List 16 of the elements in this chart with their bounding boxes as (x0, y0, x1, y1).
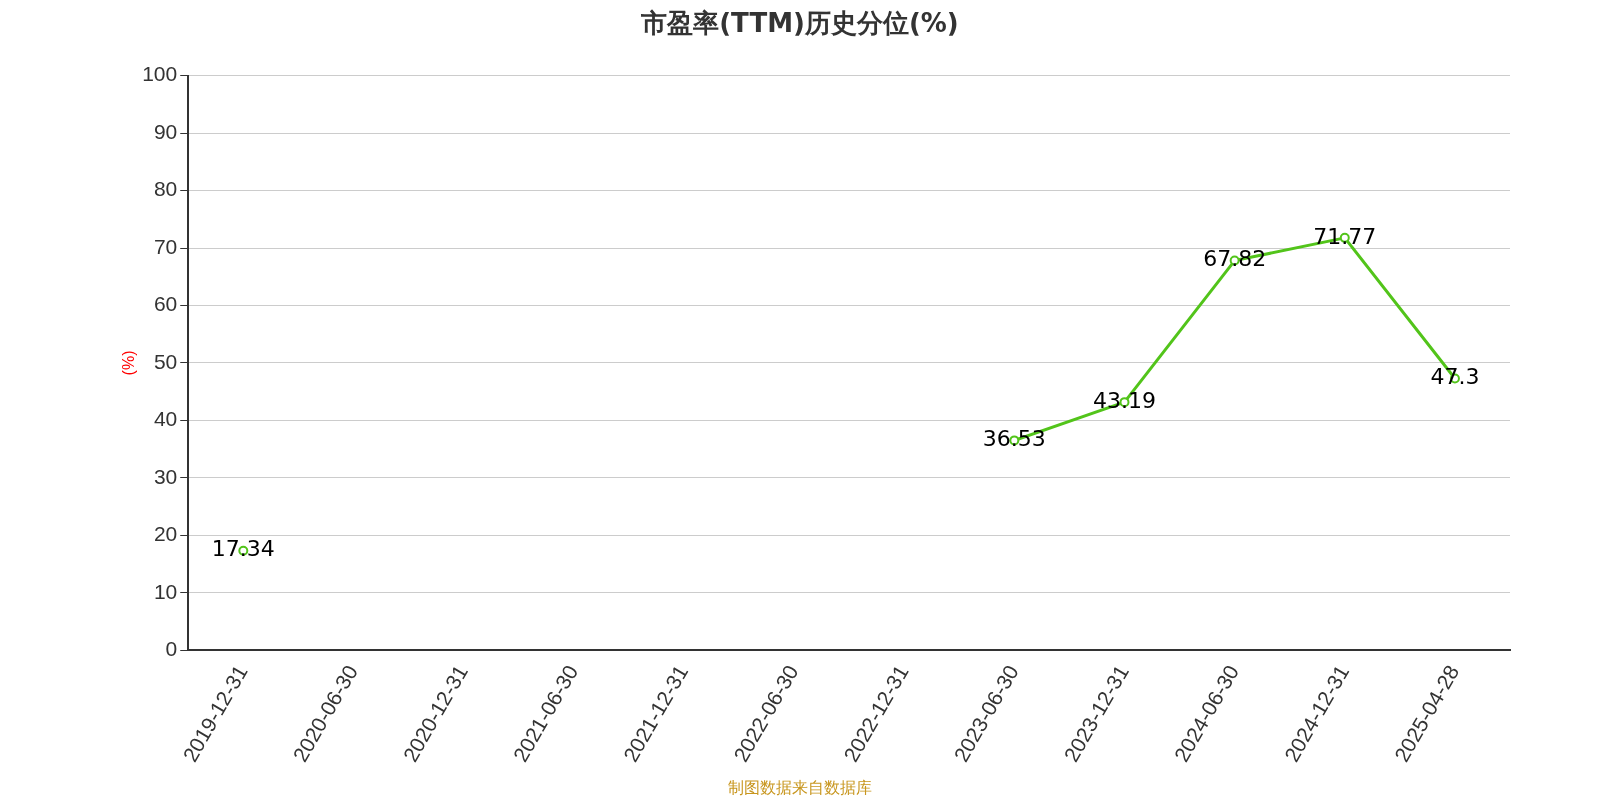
y-tick-label: 30 (153, 464, 178, 488)
y-tick-label: 0 (165, 637, 178, 661)
data-label: 71.77 (1313, 223, 1377, 249)
y-tick-label: 40 (153, 407, 178, 431)
y-tick-label: 90 (153, 119, 178, 143)
text: 制图数据来自数据库 (727, 778, 873, 799)
y-tick-label: 20 (153, 522, 178, 546)
y-tick-label: 10 (153, 579, 178, 603)
chart-title: 市盈率(TTM)历史分位(%) (640, 7, 960, 40)
y-tick-label: 70 (153, 234, 178, 258)
data-label: 17.34 (211, 536, 275, 562)
y-tick-label: 50 (153, 349, 178, 373)
y-tick-label: 80 (153, 177, 178, 201)
y-tick-label: 100 (142, 62, 178, 86)
y-axis-title: (%) (120, 350, 138, 376)
y-tick-label: 60 (153, 292, 178, 316)
